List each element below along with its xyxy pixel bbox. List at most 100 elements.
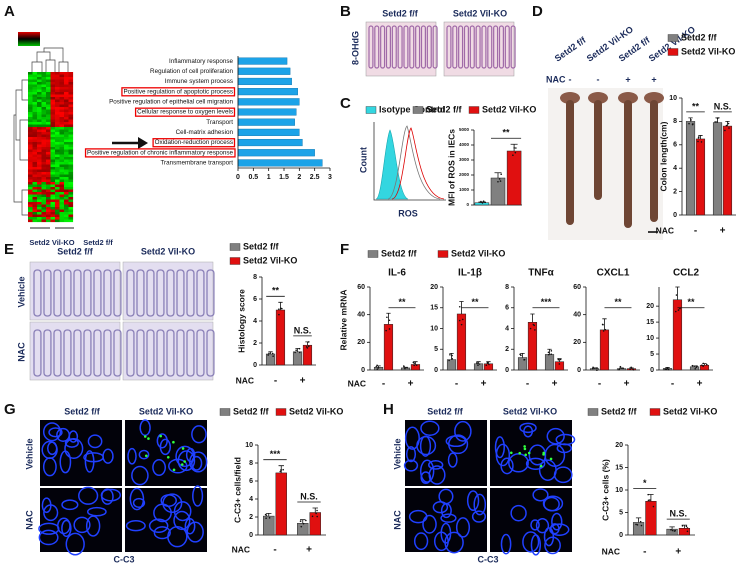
heatmap-cell [32, 99, 38, 103]
heatmap-cell [50, 137, 56, 140]
x-tick-label: 0.5 [248, 174, 258, 181]
heatmap-cell [50, 162, 56, 165]
data-point [679, 307, 681, 310]
heatmap-cell [32, 122, 38, 125]
data-point [670, 529, 672, 531]
crypt [138, 449, 150, 460]
crypt [136, 329, 145, 377]
heatmap-cell [55, 204, 60, 208]
heatmap-cell [59, 77, 65, 80]
crypt [186, 269, 195, 317]
positive-cell [183, 460, 186, 463]
crypt [56, 427, 71, 442]
heatmap-cell [41, 199, 47, 203]
crypt [64, 438, 84, 460]
category-label: Regulation of cell proliferation [150, 68, 233, 75]
heatmap-cell [28, 197, 33, 200]
highlight-box [84, 148, 236, 158]
axis-label: Count [358, 147, 368, 173]
arrow-head [138, 137, 148, 149]
heatmap-cell [28, 89, 33, 93]
heatmap-cell [55, 109, 60, 113]
row-label: Vehicle [16, 276, 26, 307]
x-tick-label: - [694, 226, 697, 237]
data-point [532, 323, 535, 326]
heatmap-cell [55, 189, 60, 193]
crypt [440, 513, 457, 523]
crypt [43, 329, 52, 377]
data-point [267, 354, 269, 356]
data-point [300, 525, 303, 528]
bar [695, 138, 706, 216]
crypt [508, 453, 529, 473]
crypt [510, 504, 527, 522]
heatmap-cell [68, 204, 74, 208]
heatmap-cell [68, 119, 74, 123]
data-point [694, 367, 697, 370]
data-point [415, 364, 418, 366]
heatmap-cell [46, 167, 51, 170]
heatmap-cell [37, 194, 42, 198]
data-point [671, 529, 674, 532]
heatmap-cell [41, 99, 47, 103]
data-point [547, 351, 550, 354]
legend-label: Isotype Control [379, 104, 445, 114]
y-tick-label: 2 [249, 514, 253, 521]
category-label: Transport [206, 119, 233, 126]
heatmap-cell [32, 182, 38, 185]
x-tick-label: + [720, 226, 726, 237]
crypt [422, 514, 437, 534]
x-tick-label: - [643, 547, 646, 558]
crypt [175, 445, 195, 468]
heatmap-cell [37, 164, 42, 168]
heatmap-cell [50, 154, 56, 158]
heatmap-cell [59, 157, 65, 160]
heatmap-cell [55, 202, 60, 205]
data-point [724, 129, 726, 132]
heatmap-cell [55, 77, 60, 80]
heatmap-cell [41, 167, 47, 170]
data-point [302, 522, 305, 525]
heatmap-cell [32, 187, 38, 190]
data-point [413, 364, 415, 367]
data-point [388, 328, 391, 330]
data-point [727, 122, 730, 125]
heatmap-cell [55, 187, 60, 190]
heatmap-cell [28, 157, 33, 160]
data-point [686, 530, 689, 533]
heatmap-cell [32, 144, 38, 148]
heatmap-cell [59, 92, 65, 95]
y-tick-label: 2 [673, 188, 677, 195]
heatmap-cell [41, 152, 47, 155]
bar [237, 67, 291, 75]
heatmap-cell [32, 149, 38, 153]
data-point [448, 359, 450, 362]
heatmap-cell [68, 199, 74, 203]
heatmap-cell [46, 192, 51, 195]
heatmap-cell [46, 112, 51, 115]
legend-swatch [412, 106, 424, 114]
heatmap-cell [50, 209, 56, 213]
crypt [73, 516, 91, 534]
heatmap-cell [32, 114, 38, 118]
data-point [460, 323, 463, 326]
error-bar [476, 361, 481, 364]
heatmap-cell [32, 147, 38, 150]
heatmap-cell [55, 177, 60, 180]
heatmap-cell [50, 214, 56, 218]
data-point [406, 366, 408, 369]
data-point [636, 524, 639, 526]
heatmap-cell [59, 124, 65, 128]
heatmap-cell [64, 177, 69, 180]
heatmap-cell [50, 197, 56, 200]
heatmap-cell [50, 72, 56, 75]
crypt [146, 269, 155, 317]
heatmap-cell [41, 182, 47, 185]
data-point [647, 499, 650, 502]
x-tick-label: - [455, 379, 458, 390]
heatmap-cell [28, 212, 33, 215]
crypt [33, 329, 42, 377]
data-point [499, 180, 502, 182]
data-point [458, 319, 461, 322]
bar [263, 515, 275, 536]
